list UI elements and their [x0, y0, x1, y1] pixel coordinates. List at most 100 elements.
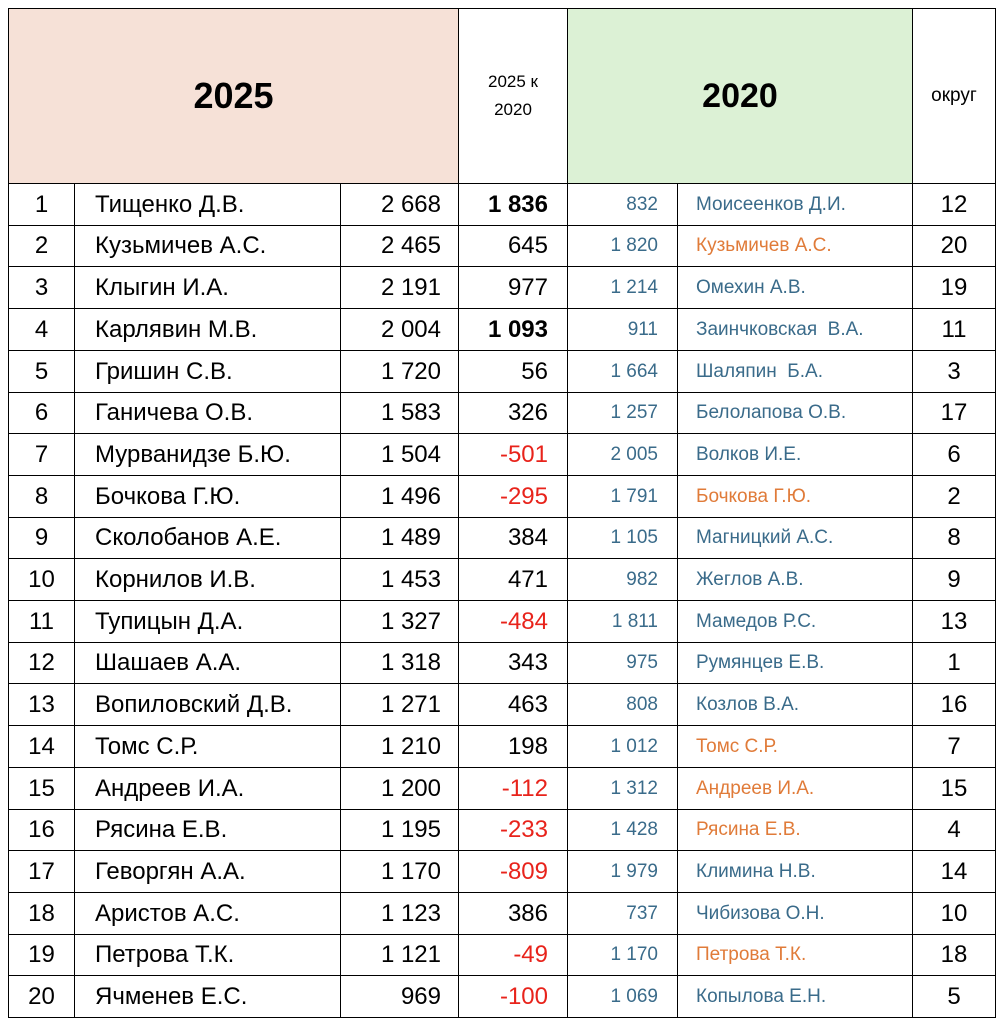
candidate-2020: Моисеенков Д.И. — [678, 184, 913, 226]
vote-difference: -49 — [459, 935, 568, 976]
district: 8 — [913, 518, 996, 559]
votes-2025: 1 504 — [341, 434, 459, 476]
votes-2020: 982 — [568, 559, 678, 601]
rank: 8 — [8, 476, 75, 518]
district: 19 — [913, 267, 996, 309]
vote-difference: 56 — [459, 351, 568, 393]
district: 1 — [913, 643, 996, 684]
candidate-2020: Чибизова О.Н. — [678, 893, 913, 935]
votes-2025: 1 453 — [341, 559, 459, 601]
rank: 16 — [8, 810, 75, 851]
rank: 6 — [8, 393, 75, 434]
rank: 12 — [8, 643, 75, 684]
votes-2025: 1 195 — [341, 810, 459, 851]
candidate-2020: Петрова Т.К. — [678, 935, 913, 976]
header-diff: 2025 к 2020 — [459, 8, 568, 184]
vote-difference: -809 — [459, 851, 568, 893]
candidate-2020: Омехин А.В. — [678, 267, 913, 309]
vote-difference: 1 836 — [459, 184, 568, 226]
vote-difference: 645 — [459, 226, 568, 267]
vote-difference: 1 093 — [459, 309, 568, 351]
candidate-2020: Копылова Е.Н. — [678, 976, 913, 1018]
rank: 7 — [8, 434, 75, 476]
votes-2025: 1 720 — [341, 351, 459, 393]
district: 7 — [913, 726, 996, 768]
candidate-2020: Козлов В.А. — [678, 684, 913, 726]
votes-2025: 1 123 — [341, 893, 459, 935]
candidate-2025: Гришин С.В. — [75, 351, 341, 393]
votes-2025: 1 210 — [341, 726, 459, 768]
candidate-2020: Бочкова Г.Ю. — [678, 476, 913, 518]
vote-difference: -100 — [459, 976, 568, 1018]
candidate-2020: Жеглов А.В. — [678, 559, 913, 601]
candidate-2020: Магницкий А.С. — [678, 518, 913, 559]
rank: 14 — [8, 726, 75, 768]
rank: 1 — [8, 184, 75, 226]
votes-2020: 1 257 — [568, 393, 678, 434]
district: 14 — [913, 851, 996, 893]
candidate-2025: Аристов А.С. — [75, 893, 341, 935]
votes-2020: 1 170 — [568, 935, 678, 976]
vote-difference: 384 — [459, 518, 568, 559]
rank: 17 — [8, 851, 75, 893]
district: 11 — [913, 309, 996, 351]
rank: 2 — [8, 226, 75, 267]
rank: 11 — [8, 601, 75, 643]
candidate-2020: Рясина Е.В. — [678, 810, 913, 851]
votes-2020: 1 664 — [568, 351, 678, 393]
candidate-2020: Заинчковская В.А. — [678, 309, 913, 351]
candidate-2025: Андреев И.А. — [75, 768, 341, 810]
votes-2020: 1 811 — [568, 601, 678, 643]
votes-2025: 1 170 — [341, 851, 459, 893]
votes-2025: 1 496 — [341, 476, 459, 518]
candidate-2025: Вопиловский Д.В. — [75, 684, 341, 726]
votes-2020: 975 — [568, 643, 678, 684]
votes-2020: 737 — [568, 893, 678, 935]
candidate-2025: Тупицын Д.А. — [75, 601, 341, 643]
rank: 5 — [8, 351, 75, 393]
votes-2025: 1 271 — [341, 684, 459, 726]
votes-2025: 2 191 — [341, 267, 459, 309]
rank: 4 — [8, 309, 75, 351]
votes-2025: 1 583 — [341, 393, 459, 434]
district: 18 — [913, 935, 996, 976]
candidate-2025: Томс С.Р. — [75, 726, 341, 768]
candidate-2025: Кузьмичев А.С. — [75, 226, 341, 267]
votes-2025: 969 — [341, 976, 459, 1018]
district: 13 — [913, 601, 996, 643]
candidate-2025: Ганичева О.В. — [75, 393, 341, 434]
candidate-2025: Корнилов И.В. — [75, 559, 341, 601]
vote-difference: -233 — [459, 810, 568, 851]
candidate-2025: Ячменев Е.С. — [75, 976, 341, 1018]
candidate-2025: Мурванидзе Б.Ю. — [75, 434, 341, 476]
rank: 10 — [8, 559, 75, 601]
votes-2020: 2 005 — [568, 434, 678, 476]
rank: 19 — [8, 935, 75, 976]
district: 2 — [913, 476, 996, 518]
vote-difference: 463 — [459, 684, 568, 726]
candidate-2025: Петрова Т.К. — [75, 935, 341, 976]
votes-2020: 1 105 — [568, 518, 678, 559]
votes-2020: 1 312 — [568, 768, 678, 810]
votes-2020: 911 — [568, 309, 678, 351]
vote-difference: 977 — [459, 267, 568, 309]
candidate-2020: Климина Н.В. — [678, 851, 913, 893]
vote-difference: -112 — [459, 768, 568, 810]
votes-2020: 1 012 — [568, 726, 678, 768]
header-2025: 2025 — [8, 8, 459, 184]
candidate-2025: Шашаев А.А. — [75, 643, 341, 684]
votes-2025: 2 004 — [341, 309, 459, 351]
rank: 15 — [8, 768, 75, 810]
district: 17 — [913, 393, 996, 434]
candidate-2020: Шаляпин Б.А. — [678, 351, 913, 393]
candidate-2020: Андреев И.А. — [678, 768, 913, 810]
rank: 9 — [8, 518, 75, 559]
votes-2020: 832 — [568, 184, 678, 226]
vote-difference: 343 — [459, 643, 568, 684]
votes-2020: 808 — [568, 684, 678, 726]
rank: 3 — [8, 267, 75, 309]
header-district: округ — [913, 8, 996, 184]
votes-2025: 1 489 — [341, 518, 459, 559]
candidate-2025: Карлявин М.В. — [75, 309, 341, 351]
